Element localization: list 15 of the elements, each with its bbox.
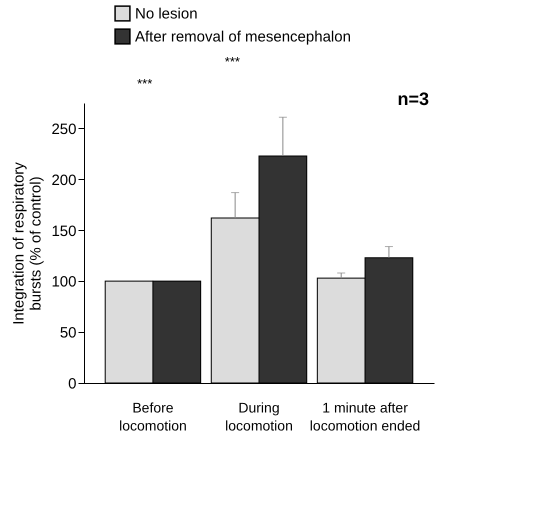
text: *** [224, 54, 240, 69]
y-axis-title: Integration of respiratory bursts (% of control) [10, 162, 44, 325]
legend-label: After removal of mesencephalon [135, 28, 351, 46]
y-tick-label: 0 [68, 376, 76, 392]
y-tick-label: 250 [51, 120, 76, 138]
y-tick-label: 200 [51, 172, 76, 189]
y-tick-label: 150 [51, 222, 76, 240]
x-tick-label: 1 minute after locomotion ended [310, 400, 420, 434]
x-tick-label: During locomotion [225, 400, 293, 434]
x-tick-label: Before locomotion [119, 400, 187, 434]
annotation: n=3 [397, 89, 429, 109]
y-tick-label: 100 [51, 274, 76, 291]
text: *** [137, 76, 152, 91]
y-tick-label: 50 [60, 324, 76, 342]
legend-label: No lesion [135, 6, 198, 22]
